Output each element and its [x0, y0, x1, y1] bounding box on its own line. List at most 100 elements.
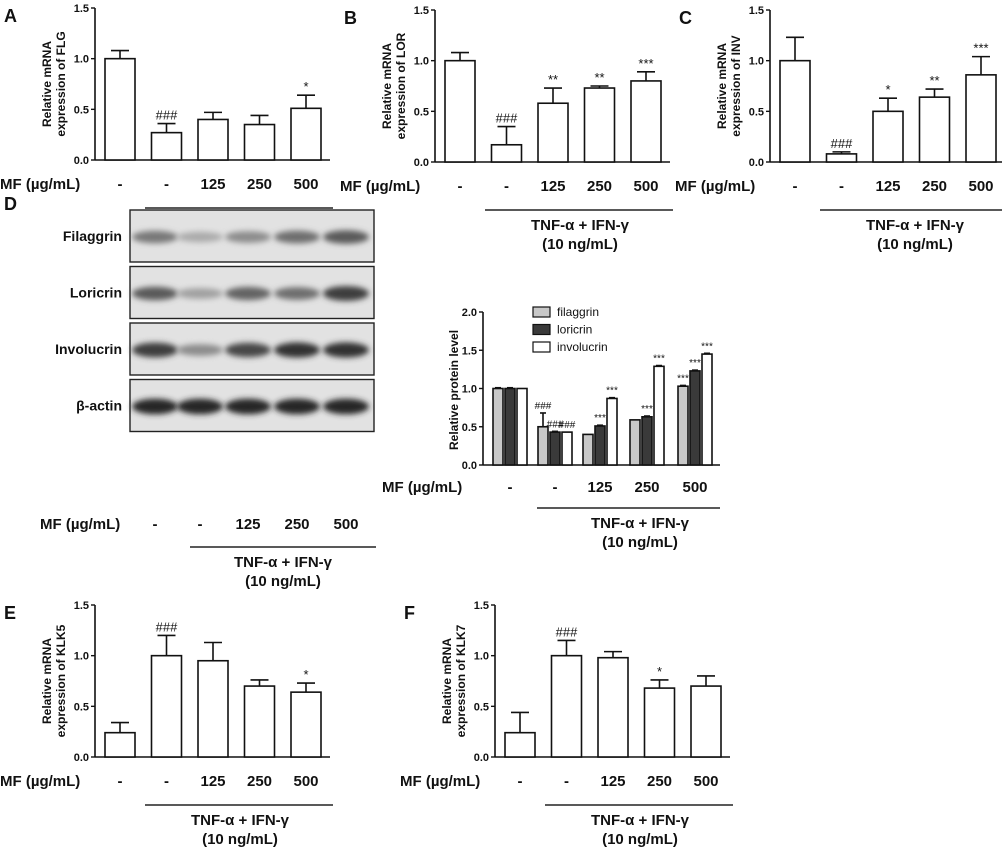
bar: [779, 59, 811, 163]
mf-label: MF (µg/mL): [40, 516, 120, 533]
y-axis-label-line: expression of INV: [729, 35, 743, 136]
significance-mark: ***: [653, 354, 665, 365]
treatment-conc-label: (10 ng/mL): [602, 534, 678, 551]
bar: [504, 387, 516, 466]
significance-mark: *: [885, 82, 890, 97]
significance-mark: ###: [831, 136, 853, 151]
blot-band: [274, 287, 320, 300]
bar: [582, 433, 594, 466]
significance-mark: **: [548, 72, 558, 87]
bar: [872, 110, 904, 163]
y-axis-label: Relative protein level: [447, 330, 461, 450]
panel-E: E 0.0 0.5 1.0 1.5 Relative mRNAexpression of …: [0, 600, 333, 848]
blot-band: [132, 342, 178, 358]
blot-row-label: Filaggrin: [63, 228, 122, 244]
bar: [243, 685, 276, 758]
significance-mark: ***: [594, 413, 606, 424]
panel-F: F 0.0 0.5 1.0 1.5 Relative mRNAexpression of …: [400, 600, 733, 848]
treatment-label: TNF-α + IFN-γ: [234, 554, 333, 571]
y-tick-label: 0.0: [749, 157, 764, 169]
bar: [641, 416, 653, 466]
dose-label: 500: [682, 479, 707, 496]
dose-label: 500: [693, 773, 718, 790]
dose-label: -: [564, 773, 569, 790]
blot-band: [132, 286, 178, 301]
panel-letter: D: [4, 194, 17, 214]
y-tick-label: 1.0: [414, 56, 429, 68]
bar: [643, 687, 676, 758]
mf-label: MF (µg/mL): [400, 773, 480, 790]
y-tick-label: 1.0: [462, 384, 477, 396]
y-tick-label: 1.5: [749, 5, 764, 17]
dose-label: -: [118, 176, 123, 193]
mf-label: MF (µg/mL): [340, 178, 420, 195]
significance-mark: ###: [547, 419, 564, 430]
y-tick-label: 0.0: [74, 752, 89, 764]
dose-label: -: [508, 479, 513, 496]
dose-label: -: [839, 178, 844, 195]
bar: [104, 57, 136, 161]
treatment-label: TNF-α + IFN-γ: [531, 217, 630, 234]
y-axis-label-line: expression of KLK5: [54, 624, 68, 737]
dose-label: 500: [968, 178, 993, 195]
dose-label: -: [164, 773, 169, 790]
bar: [690, 685, 722, 758]
bar: [150, 654, 183, 758]
bar: [594, 425, 606, 466]
significance-mark: ###: [535, 401, 552, 412]
significance-mark: ***: [973, 41, 988, 56]
bar: [918, 96, 951, 163]
blot-band: [225, 231, 271, 243]
significance-mark: ###: [156, 619, 178, 634]
legend-swatch: [532, 323, 551, 336]
significance-mark: ###: [559, 420, 576, 431]
bar: [550, 654, 583, 758]
legend-label: loricrin: [557, 323, 592, 337]
y-tick-label: 1.0: [474, 651, 489, 663]
significance-mark: *: [303, 667, 308, 682]
bar: [197, 659, 229, 758]
blot-band: [132, 398, 178, 415]
significance-mark: **: [594, 70, 604, 85]
bar: [243, 123, 276, 161]
significance-mark: ***: [701, 341, 713, 352]
blot-row-label: β-actin: [76, 398, 122, 414]
bar: [597, 656, 629, 758]
dose-label: 125: [587, 479, 612, 496]
significance-mark: *: [657, 664, 662, 679]
dose-label: 125: [235, 516, 260, 533]
bar: [825, 153, 858, 163]
bar: [701, 353, 713, 466]
y-axis-label: Relative mRNAexpression of FLG: [40, 31, 68, 136]
dose-label: 250: [247, 176, 272, 193]
panel-C: C 0.0 0.5 1.0 1.5 Relative mRNAexpression of …: [675, 5, 1002, 253]
bar: [630, 80, 662, 163]
y-axis-label-line: expression of LOR: [394, 32, 408, 139]
panel-letter: C: [679, 8, 692, 28]
blot-band: [225, 398, 271, 415]
mf-label: MF (µg/mL): [0, 176, 80, 193]
dose-label: 250: [247, 773, 272, 790]
dose-label: -: [793, 178, 798, 195]
dose-label: 250: [634, 479, 659, 496]
y-tick-label: 1.5: [74, 3, 89, 15]
dose-label: 500: [333, 516, 358, 533]
y-tick-label: 1.0: [74, 651, 89, 663]
dose-label: 125: [600, 773, 625, 790]
panel-letter: A: [4, 6, 17, 26]
blot-band: [177, 288, 223, 299]
y-axis-label: Relative mRNAexpression of INV: [715, 35, 743, 136]
mf-label: MF (µg/mL): [0, 773, 80, 790]
y-tick-label: 1.5: [474, 600, 489, 612]
bar: [444, 59, 476, 163]
blot-band: [132, 230, 178, 244]
western-blot: D Filaggrin Loricrin Involucrin β-actin MF (µ…: [4, 194, 376, 590]
treatment-label: TNF-α + IFN-γ: [866, 217, 965, 234]
dose-label: -: [458, 178, 463, 195]
legend-label: filaggrin: [557, 305, 599, 319]
y-tick-label: 1.0: [74, 54, 89, 66]
y-axis-label-line: Relative mRNA: [715, 43, 729, 129]
y-tick-label: 1.5: [462, 345, 477, 357]
